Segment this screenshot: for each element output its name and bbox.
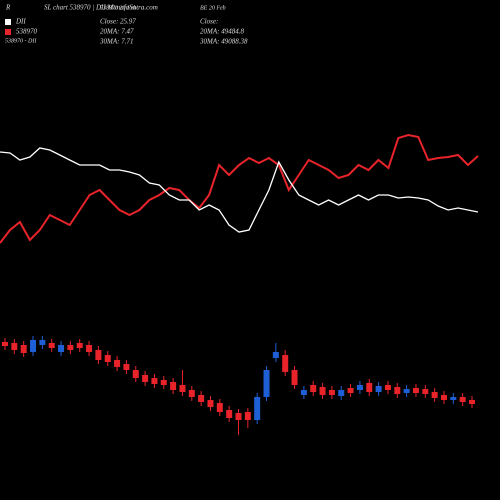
legend-swatch xyxy=(5,29,11,35)
candle-body xyxy=(310,385,317,392)
candle-body xyxy=(235,413,242,420)
candle-body xyxy=(244,412,251,420)
index-ma20: 20MA: 49484.8 xyxy=(200,28,244,36)
candle-body xyxy=(30,340,37,352)
candle-body xyxy=(459,397,466,402)
candle-body xyxy=(198,395,205,402)
candle-body xyxy=(394,387,401,394)
stock-date: 538970 20 Feb xyxy=(100,5,136,11)
legend-label: 538970 xyxy=(16,28,38,36)
legend-label: DII xyxy=(15,18,26,26)
candle-body xyxy=(450,397,457,400)
candle-body xyxy=(469,400,475,404)
candle-body xyxy=(123,364,130,370)
candle-body xyxy=(319,387,326,395)
candle-body xyxy=(76,343,83,348)
candle-body xyxy=(114,360,121,367)
candle-body xyxy=(216,403,223,412)
candle-body xyxy=(11,343,18,350)
candle-body xyxy=(403,389,410,393)
candle-body xyxy=(151,378,158,384)
candle-body xyxy=(104,355,111,362)
candle-body xyxy=(179,385,186,392)
index-close: Close: xyxy=(200,18,218,26)
candle-body xyxy=(356,385,363,390)
candle-body xyxy=(328,390,335,395)
candle-body xyxy=(188,390,195,397)
candle-body xyxy=(226,410,233,418)
candle-body xyxy=(2,342,8,346)
candle-body xyxy=(207,400,214,407)
stock-ma30: 30MA: 7.71 xyxy=(99,38,133,46)
candle-body xyxy=(170,382,177,390)
candle-body xyxy=(39,340,46,345)
candle-body xyxy=(132,370,139,378)
candle-body xyxy=(95,350,102,360)
candle-body xyxy=(142,375,149,382)
stock-ma20: 20MA: 7.47 xyxy=(100,28,134,36)
candle-body xyxy=(384,385,391,390)
index-ma30: 30MA: 49088.38 xyxy=(199,38,248,46)
candle-body xyxy=(347,388,354,393)
candle-body xyxy=(431,392,438,398)
candle-body xyxy=(412,388,419,393)
candle-body xyxy=(272,352,279,358)
candle-body xyxy=(86,345,93,352)
candle-body xyxy=(366,383,373,392)
candle-body xyxy=(300,390,307,395)
legend-label: 538970 - DII xyxy=(5,38,37,44)
candle-body xyxy=(48,343,55,348)
corner-label: R xyxy=(5,4,11,12)
price-line xyxy=(0,133,479,244)
candle-body xyxy=(263,370,270,397)
index-date: BE 20 Feb xyxy=(200,5,226,11)
candle-body xyxy=(440,395,447,400)
candle-body xyxy=(20,345,27,353)
candle-body xyxy=(58,345,65,352)
chart-title: SL chart 538970 | DII MunafaSutra.com xyxy=(44,4,158,12)
candle-body xyxy=(338,390,345,396)
legend-swatch xyxy=(5,19,11,25)
candle-body xyxy=(67,345,74,350)
candle-body xyxy=(160,380,167,385)
stock-close: Close: 25.97 xyxy=(100,18,136,26)
candle-body xyxy=(254,397,261,420)
candle-body xyxy=(282,355,289,372)
candle-body xyxy=(422,389,429,394)
candle-body xyxy=(291,370,298,385)
price-line xyxy=(0,147,479,233)
candle-body xyxy=(375,386,382,392)
